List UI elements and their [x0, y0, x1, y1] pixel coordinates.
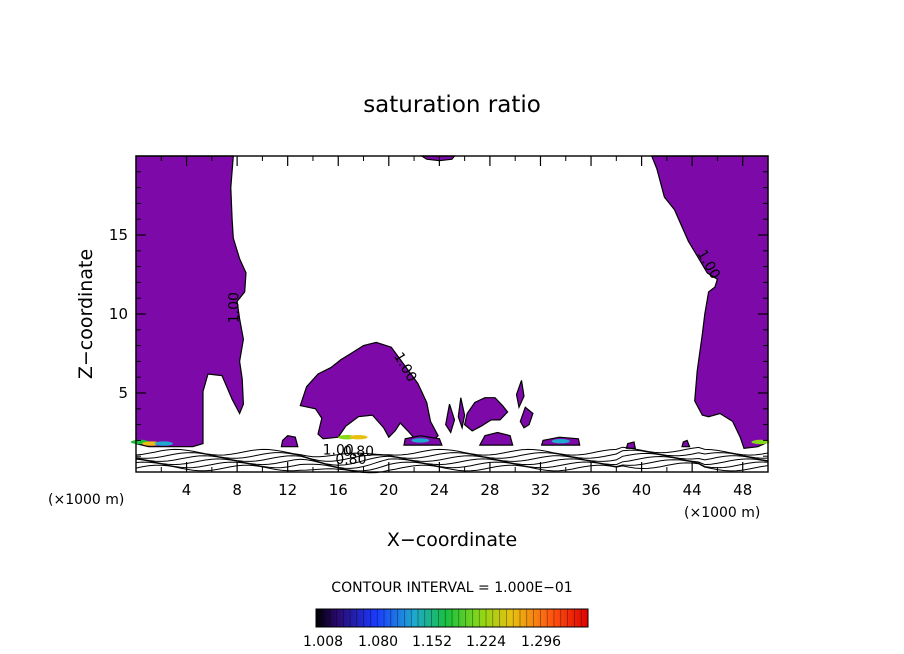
region-bottom-strip-6	[681, 439, 691, 448]
x-tick-label: 12	[278, 481, 297, 499]
region-small-blob-a	[445, 403, 456, 434]
x-tick-label: 24	[430, 481, 449, 499]
region-right-column	[650, 155, 769, 449]
surface-high-2	[154, 441, 173, 446]
y-tick-label: 5	[118, 384, 128, 402]
x-unit-label-left: (×1000 m)	[48, 492, 124, 508]
contour-line-4	[135, 449, 769, 462]
colorbar-tick-label: 1.080	[358, 634, 398, 650]
x-tick-label: 32	[531, 481, 550, 499]
x-tick-label: 48	[733, 481, 752, 499]
x-tick-label: 28	[480, 481, 499, 499]
x-tick-label: 4	[182, 481, 192, 499]
contour-line-5	[135, 446, 769, 458]
surface-high-1	[142, 441, 161, 446]
region-bottom-strip-1	[280, 435, 299, 448]
colorbar-tick-label: 1.296	[521, 634, 561, 650]
region-central-blob	[299, 341, 439, 445]
x-tick-label: 20	[379, 481, 398, 499]
contour-line-2	[135, 455, 769, 469]
surface-high-6	[551, 439, 570, 444]
region-bottom-strip-3	[478, 431, 514, 446]
colorbar-tick-label: 1.008	[303, 634, 343, 650]
y-axis-ticks: 5 10 15	[109, 171, 768, 457]
y-tick-label: 10	[109, 305, 128, 323]
surface-high-4	[349, 435, 368, 440]
saturated-regions	[130, 155, 770, 449]
x-tick-label: 40	[632, 481, 651, 499]
region-small-blob-b	[457, 397, 466, 431]
x-tick-label: 36	[581, 481, 600, 499]
colorbar-tick-label: 1.152	[412, 634, 452, 650]
contour-line-0	[135, 462, 769, 474]
contour-label: 1.00	[226, 292, 242, 323]
region-small-blob-d	[519, 406, 534, 429]
y-axis-label: Z−coordinate	[75, 249, 97, 379]
contour-label: 1.00	[323, 443, 354, 459]
chart-title: saturation ratio	[363, 92, 541, 118]
contour-labels: 1.001.001.001.000.800.80	[226, 247, 723, 468]
contour-label: 0.80	[335, 452, 366, 468]
region-right-blob	[463, 397, 509, 432]
y-tick-label: 15	[109, 226, 128, 244]
x-tick-label: 16	[329, 481, 348, 499]
region-top-blob	[419, 155, 456, 162]
x-axis-label: X−coordinate	[387, 529, 517, 551]
x-tick-label: 44	[683, 481, 702, 499]
x-unit-label-right: (×1000 m)	[684, 505, 760, 521]
contour-lines	[135, 446, 769, 474]
x-tick-label: 8	[232, 481, 242, 499]
colorbar-tick-label: 1.224	[466, 634, 506, 650]
contour-interval-text: CONTOUR INTERVAL = 1.000E−01	[331, 580, 572, 596]
contour-line-3	[135, 452, 769, 466]
x-axis-ticks: 4 8 12 16 20 24 28 32 36 40 44 48	[160, 156, 752, 499]
colorbar-ticks: 1.008 1.080 1.152 1.224 1.296	[303, 609, 589, 650]
region-left-column	[135, 155, 247, 448]
surface-high-5	[411, 438, 430, 443]
region-small-blob-c	[515, 380, 525, 410]
contour-line-1	[135, 459, 769, 472]
contour-label: 0.80	[343, 444, 374, 460]
